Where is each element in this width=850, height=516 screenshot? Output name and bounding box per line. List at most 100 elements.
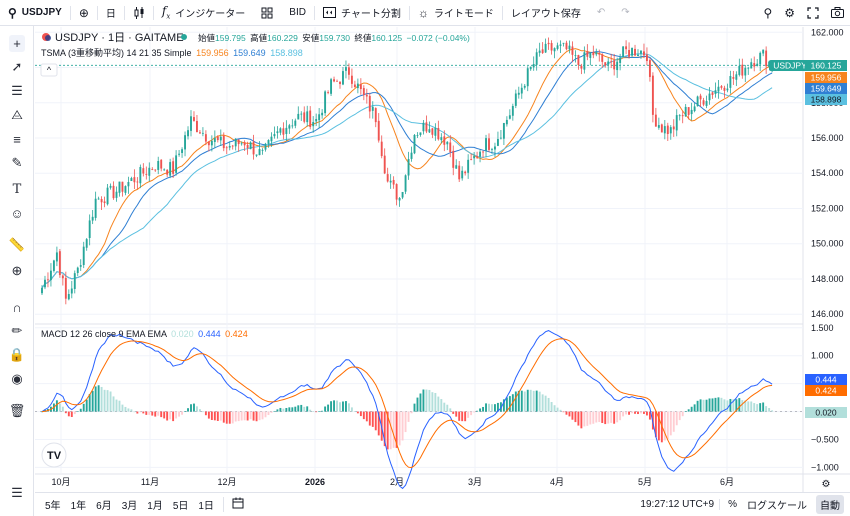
brush-tool[interactable]: ✎ [0,152,34,174]
calendar-icon [232,497,244,509]
candle-body [333,79,335,82]
macd-hist-bar [601,411,604,423]
tsma-legend[interactable]: TSMA (3重移動平均) 14 21 35 Simple 159.956 15… [41,47,303,58]
candle-body [64,277,67,299]
settings-button[interactable]: ⚙ [778,0,801,26]
forecast-tool[interactable]: ≡ [0,128,34,150]
toolbar-divider [69,5,71,20]
open-label: 始値 [198,33,216,43]
quick-search-button[interactable]: ⚲ [757,0,778,26]
market-status-icon[interactable] [181,34,187,40]
macd-hist-bar [127,408,130,412]
trendline-tool[interactable]: ➚ [0,56,34,78]
range-3m[interactable]: 3月 [121,501,138,512]
compare-button[interactable]: ⊕ [71,0,97,26]
remove-drawings-tool[interactable]: 🗑 [0,400,34,422]
hide-drawings-tool[interactable]: ◉ [0,368,34,390]
candle-body [330,79,333,94]
macd-hist-bar [419,393,422,412]
redo-button[interactable]: ↷ [613,0,637,26]
chart-split-button[interactable]: チャート分割 [315,0,409,26]
macd-hist-bar [115,399,118,412]
candle-body [222,135,225,149]
candle-body [645,54,648,62]
range-1d[interactable]: 1日 [198,501,214,512]
forecast-icon: ≡ [13,131,21,147]
candle-body [79,265,82,267]
macd-hist-bar [717,397,720,412]
macd-hist-bar [464,411,467,422]
fullscreen-button[interactable] [801,0,825,26]
emoji-tool[interactable]: ☺ [0,202,34,224]
candle-body [637,54,639,57]
range-1y[interactable]: 1年 [70,501,87,512]
macd-tick-label: 1.500 [811,323,834,333]
macd-hist-bar [559,409,562,412]
chart-area[interactable]: 162.000160.000158.000156.000154.000152.0… [35,27,850,492]
symbol-search-button[interactable]: ⚲ USDJPY [0,0,70,26]
macd-hist-bar [151,411,154,416]
save-layout-button[interactable]: レイアウト保存 [503,0,589,26]
pattern-tool[interactable]: ⨺ [0,104,34,126]
lock-drawing-tool[interactable]: ✏ [0,320,34,342]
candle-body [678,115,681,117]
macd-hist-bar [222,411,225,423]
interval-button[interactable]: 日 [98,0,124,26]
percent-scale-button[interactable]: % [719,499,742,510]
fib-tool[interactable]: ☰ [0,80,34,102]
range-5d[interactable]: 5日 [172,501,189,512]
macd-hist-bar [470,411,473,416]
candle-body [464,171,467,174]
templates-button[interactable] [253,0,281,26]
macd-hist-bar [693,404,696,412]
indicators-label: インジケーター [175,9,246,20]
screenshot-button[interactable] [825,0,850,26]
candle-body [377,120,380,141]
candle-body [744,67,747,76]
measure-tool[interactable]: 📏 [0,234,34,256]
candle-body [595,52,598,55]
macd-hist-bar [684,411,687,412]
crosshair-tool[interactable]: + [0,32,34,54]
range-1m[interactable]: 1月 [147,501,163,512]
text-tool[interactable]: T [0,178,34,200]
candle-body [294,120,297,126]
macd-hist-bar [765,406,768,412]
undo-button[interactable]: ↶ [589,0,613,26]
range-5y[interactable]: 5年 [45,501,61,512]
macd-hist-bar [330,401,333,412]
candle-body [440,137,443,141]
object-tree-button[interactable]: ☰ [0,482,34,504]
candle-body [219,136,222,141]
undo-icon: ↶ [596,7,606,18]
bid-button[interactable]: BID [281,0,314,26]
price-tick-label: 152.000 [811,203,844,213]
lock-all-tool[interactable]: 🔒 [0,344,34,366]
bid-label: BID [289,7,306,18]
candle-body [255,154,258,156]
auto-scale-button[interactable]: 自動 [816,495,844,514]
axis-settings-icon[interactable]: ⚙ [822,479,831,490]
theme-button[interactable]: ☼ ライトモード [410,0,502,26]
candle-body [175,155,178,173]
zoom-tool[interactable]: ⊕ [0,260,34,282]
macd-hist-bar [663,411,666,441]
log-scale-button[interactable]: ログスケール [747,501,807,512]
tradingview-logo-icon[interactable]: TV [41,442,67,468]
candle-body [663,126,666,134]
macd-hist-bar [371,411,374,427]
candle-body [410,152,413,159]
macd-legend[interactable]: MACD 12 26 close 9 EMA EMA 0.020 0.444 0… [41,329,248,339]
candle-body [565,42,568,50]
candle-body [496,138,499,146]
collapse-legend-button[interactable] [40,63,58,77]
bar-style-button[interactable] [125,0,153,26]
candle-body [336,80,338,82]
range-6m[interactable]: 6月 [96,501,112,512]
goto-date-button[interactable] [222,497,249,512]
magnet-tool[interactable]: ∩ [0,296,34,318]
indicators-button[interactable]: fx インジケーター [154,0,253,26]
candle-body [234,138,237,147]
time-tick-label: 3月 [468,477,482,487]
timezone-button[interactable]: 19:27:12 UTC+9 [640,499,715,510]
